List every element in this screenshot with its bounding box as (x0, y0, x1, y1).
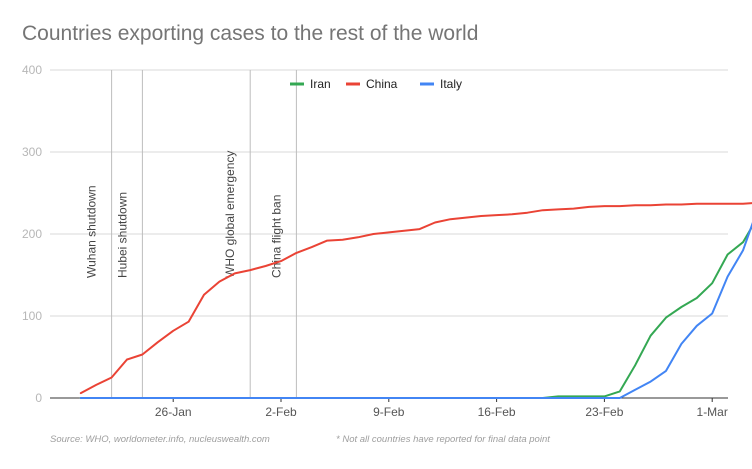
source-note: Source: WHO, worldometer.info, nucleuswe… (50, 434, 270, 445)
y-tick-label: 400 (22, 63, 42, 77)
gridlines (50, 69, 728, 402)
annotation-label: Wuhan shutdown (85, 185, 99, 278)
series-lines (79, 202, 752, 399)
annotation-label: China flight ban (269, 195, 283, 278)
legend-item-italy[interactable]: Italy (420, 77, 462, 91)
series-line-italy (79, 221, 752, 399)
x-tick-label: 26-Jan (155, 405, 192, 419)
annotations: Wuhan shutdown Hubei shutdown WHO global e… (85, 70, 297, 398)
legend-label: Italy (440, 77, 462, 91)
x-tick-label: 2-Feb (265, 405, 297, 419)
data-point-note: * Not all countries have reported for fi… (336, 434, 550, 445)
x-tick-label: 23-Feb (585, 405, 623, 419)
series-line-china (79, 202, 752, 395)
y-tick-label: 300 (22, 145, 42, 159)
legend[interactable]: Iran China Italy (290, 77, 462, 91)
chart-title: Countries exporting cases to the rest of… (22, 22, 479, 45)
y-tick-label: 200 (22, 227, 42, 241)
x-tick-label: 16-Feb (478, 405, 516, 419)
legend-item-china[interactable]: China (346, 77, 398, 91)
y-tick-label: 100 (22, 309, 42, 323)
x-tick-label: 9-Feb (373, 405, 405, 419)
y-axis-ticks: 0 100 200 300 400 (22, 63, 42, 405)
x-axis-ticks: 26-Jan 2-Feb 9-Feb 16-Feb 23-Feb 1-Mar (155, 405, 728, 419)
legend-label: Iran (310, 77, 331, 91)
annotation-label: WHO global emergency (223, 151, 237, 278)
annotation-label: Hubei shutdown (115, 192, 129, 278)
x-tick-label: 1-Mar (697, 405, 728, 419)
legend-label: China (366, 77, 398, 91)
y-tick-label: 0 (35, 391, 42, 405)
legend-item-iran[interactable]: Iran (290, 77, 331, 91)
